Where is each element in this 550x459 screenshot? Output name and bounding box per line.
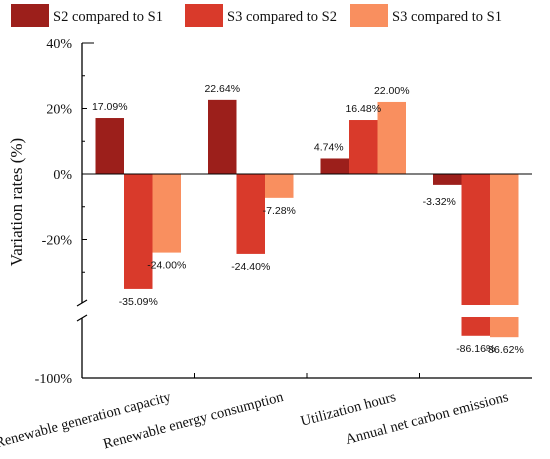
category-label: Renewable generation capacity (0, 389, 173, 452)
bars (95, 99, 519, 338)
y-tick-label: -20% (42, 234, 73, 249)
bar (490, 317, 519, 338)
legend: S2 compared to S1 S3 compared to S2 S3 com… (11, 4, 502, 27)
legend-swatch (185, 4, 223, 27)
legend-item: S3 compared to S2 (185, 4, 337, 27)
bar (320, 158, 349, 174)
legend-label: S2 compared to S1 (53, 9, 163, 25)
data-label: 17.09% (92, 101, 128, 113)
bar (349, 120, 378, 174)
y-tick-label: 0% (53, 168, 72, 183)
data-label: 22.00% (374, 85, 410, 97)
legend-item: S3 compared to S1 (350, 4, 502, 27)
data-label: -86.62% (485, 344, 524, 356)
data-label: -24.40% (231, 261, 270, 273)
data-labels: 17.09% -35.09% -24.00% 22.64% -24.40% -7.28% 4… (92, 83, 524, 356)
bar (433, 174, 462, 185)
bar (265, 174, 294, 198)
bar (490, 174, 519, 305)
data-label: 22.64% (204, 83, 240, 95)
axis-break-mark (76, 299, 88, 307)
data-label: -86.16% (456, 343, 495, 355)
data-label: -7.28% (263, 205, 296, 217)
legend-swatch (350, 4, 388, 27)
data-label: -3.32% (423, 196, 456, 208)
legend-item: S2 compared to S1 (11, 4, 163, 27)
bar (95, 118, 124, 174)
axes (76, 42, 532, 379)
y-axis-title: Variation rates (%) (7, 138, 26, 266)
bar (152, 174, 181, 253)
bar (377, 101, 406, 174)
y-tick-label: 20% (46, 103, 72, 118)
bar (236, 174, 265, 254)
bar (208, 99, 237, 174)
axis-break-mark (76, 314, 88, 322)
legend-label: S3 compared to S1 (392, 9, 502, 25)
category-label: Renewable energy consumption (102, 389, 286, 453)
bar (461, 317, 490, 336)
y-tick-labels: 40% 20% 0% -20% -100% (35, 37, 73, 387)
bar (461, 174, 490, 305)
data-label: 4.74% (314, 141, 344, 153)
legend-swatch (11, 4, 49, 27)
y-tick-label: 40% (46, 37, 72, 52)
legend-label: S3 compared to S2 (227, 9, 337, 25)
bar (124, 174, 153, 289)
data-label: -24.00% (147, 260, 186, 272)
data-label: 16.48% (345, 103, 381, 115)
data-label: -35.09% (119, 296, 158, 308)
y-tick-label: -100% (35, 372, 73, 387)
